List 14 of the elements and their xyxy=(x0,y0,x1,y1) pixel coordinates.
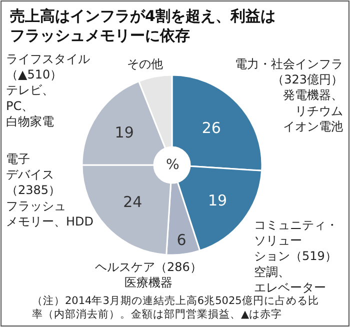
data-label: 19 xyxy=(114,124,134,142)
chart-title: 売上高はインフラが4割を超え、利益はフラッシュメモリーに依存 xyxy=(10,7,276,44)
data-label: 6 xyxy=(176,231,186,250)
text: （注）2014年3月期の連結売上高6兆5025億円に占める比率（内部消去前）。金額は部門営業損益、▲は赤字 xyxy=(32,294,319,321)
slice-label: ライフスタイル（▲510）テレビ、PC、白物家電 xyxy=(6,52,90,128)
data-label: 24 xyxy=(123,192,142,211)
slice-label: 電子デバイス（2385）フラッシュメモリー、HDD xyxy=(6,152,94,228)
slice-label: その他 xyxy=(127,57,163,71)
slice-label: コミュニティ・ソリューション（519）空調、エレベーター xyxy=(254,218,338,294)
data-label: 19 xyxy=(208,191,228,210)
text: % xyxy=(166,157,180,173)
data-label: 26 xyxy=(202,119,221,138)
slice-label: ヘルスケア（286）医療機器 xyxy=(95,260,202,290)
slice-label: 電力・社会インフラ（323億円）発電機器、リチウムイオン電池 xyxy=(235,57,343,134)
